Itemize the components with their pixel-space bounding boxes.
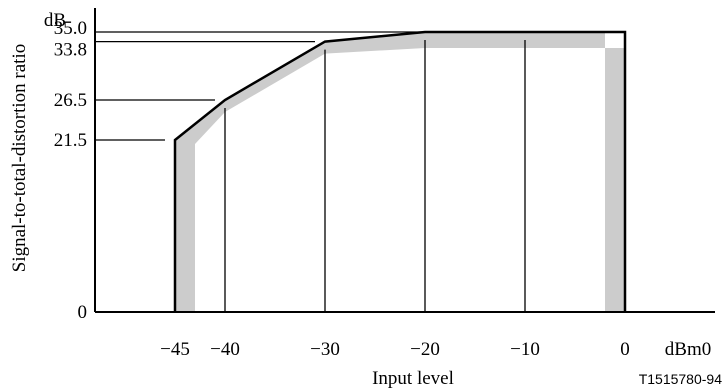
x-tick-label: 0 [620, 339, 630, 360]
x-axis-unit: dBm0 [665, 339, 711, 360]
x-tick-label: −30 [310, 339, 340, 360]
limit-line-layer [173, 30, 627, 312]
axes [94, 8, 715, 313]
y-axis-unit: dB [44, 10, 66, 31]
x-tick-label: −20 [410, 339, 440, 360]
x-tick-label: −10 [510, 339, 540, 360]
y-tick-label: 26.5 [54, 90, 87, 111]
y-axis-title: Signal-to-total-distortion ratio [9, 44, 30, 273]
limit-line [173, 30, 627, 312]
x-tick-label: −40 [210, 339, 240, 360]
y-tick-label: 35.0 [54, 18, 87, 39]
y-tick-label: 0 [78, 302, 88, 323]
x-axis-title: Input level [372, 368, 454, 389]
tick-labels: −45 −40 −30 −20 −10 0 0 21.5 26.5 33.835.0 [54, 18, 630, 360]
tolerance-band-layer [175, 32, 625, 312]
tolerance-band [175, 32, 625, 312]
y-tick-label: 33.8 [54, 40, 87, 61]
y-tick-label: 21.5 [54, 130, 87, 151]
figure-id: T1515780-94 [639, 371, 723, 387]
x-tick-label: −45 [160, 339, 190, 360]
